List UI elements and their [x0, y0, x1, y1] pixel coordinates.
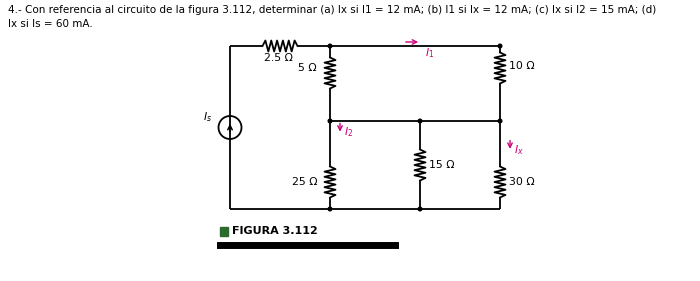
Circle shape: [328, 44, 332, 48]
Text: 25 Ω: 25 Ω: [291, 177, 317, 187]
Text: $I_1$: $I_1$: [425, 46, 434, 60]
Circle shape: [418, 119, 422, 123]
Text: 4.- Con referencia al circuito de la figura 3.112, determinar (a) Ix si I1 = 12 : 4.- Con referencia al circuito de la fig…: [8, 5, 657, 15]
Text: 10 Ω: 10 Ω: [509, 61, 535, 71]
Text: $I_2$: $I_2$: [344, 126, 354, 139]
Text: 30 Ω: 30 Ω: [509, 177, 535, 187]
Text: FIGURA 3.112: FIGURA 3.112: [232, 226, 318, 236]
Text: 15 Ω: 15 Ω: [429, 160, 454, 170]
Text: Ix si Is = 60 mA.: Ix si Is = 60 mA.: [8, 19, 92, 29]
Circle shape: [328, 207, 332, 211]
Circle shape: [498, 44, 502, 48]
Text: 5 Ω: 5 Ω: [298, 63, 317, 73]
Text: $I_x$: $I_x$: [514, 143, 524, 157]
Bar: [220, 227, 228, 235]
Circle shape: [418, 207, 422, 211]
Text: 2.5 Ω: 2.5 Ω: [264, 53, 293, 63]
Circle shape: [498, 119, 502, 123]
Text: $I_s$: $I_s$: [203, 111, 212, 124]
Circle shape: [328, 119, 332, 123]
